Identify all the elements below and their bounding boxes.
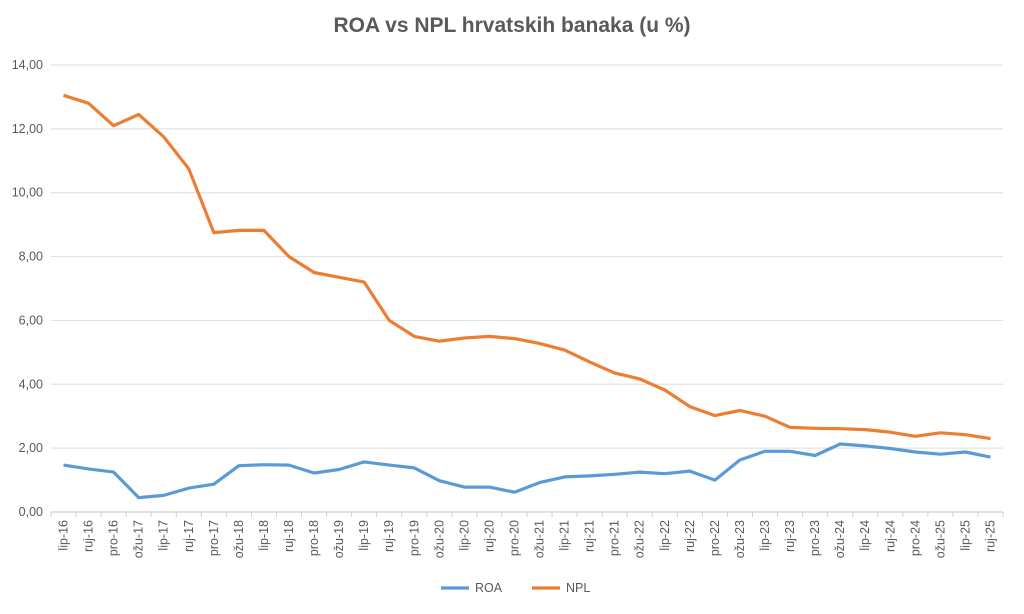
y-tick-label: 8,00 (19, 250, 43, 264)
x-tick-label: ruj-20 (482, 520, 496, 552)
x-tick-label: lip-21 (558, 520, 572, 551)
x-tick-label: lip-18 (257, 520, 271, 551)
x-tick-label: pro-19 (407, 520, 421, 556)
x-tick-label: pro-16 (107, 520, 121, 556)
x-tick-label: ruj-21 (583, 520, 597, 552)
x-tick-label: ruj-24 (883, 520, 897, 552)
x-tick-label: pro-20 (507, 520, 521, 556)
x-tick-label: ožu-21 (533, 520, 547, 558)
x-tick-label: ruj-16 (82, 520, 96, 552)
x-tick-label: ožu-24 (833, 520, 847, 558)
series-line-npl (63, 93, 991, 441)
x-tick-label: lip-23 (758, 520, 772, 551)
x-tick-label: ožu-23 (733, 520, 747, 558)
x-tick-label: lip-22 (658, 520, 672, 551)
x-tick-label: ruj-19 (382, 520, 396, 552)
x-tick-label: ožu-17 (132, 520, 146, 558)
x-tick-label: pro-24 (908, 520, 922, 556)
x-tick-label: lip-16 (57, 520, 71, 551)
x-tick-label: lip-24 (858, 520, 872, 551)
x-tick-label: ožu-19 (332, 520, 346, 558)
x-tick-label: ruj-18 (282, 520, 296, 552)
x-tick-label: ruj-25 (983, 520, 997, 552)
chart-title: ROA vs NPL hrvatskih banaka (u %) (333, 14, 691, 37)
y-tick-label: 14,00 (12, 58, 43, 72)
x-tick-label: pro-21 (608, 520, 622, 556)
x-tick-label: ruj-17 (182, 520, 196, 552)
x-tick-label: lip-19 (357, 520, 371, 551)
x-tick-label: ožu-18 (232, 520, 246, 558)
series-line-roa (63, 442, 991, 500)
y-tick-label: 0,00 (19, 505, 43, 519)
x-tick-label: ruj-23 (783, 520, 797, 552)
y-tick-label: 2,00 (19, 441, 43, 455)
y-tick-label: 12,00 (12, 122, 43, 136)
x-tick-label: ožu-22 (633, 520, 647, 558)
y-tick-label: 10,00 (12, 186, 43, 200)
x-tick-label: pro-17 (207, 520, 221, 556)
x-tick-label: lip-17 (157, 520, 171, 551)
x-tick-label: ožu-25 (933, 520, 947, 558)
y-tick-label: 4,00 (19, 377, 43, 391)
x-tick-label: pro-22 (708, 520, 722, 556)
x-tick-label: lip-20 (457, 520, 471, 551)
y-tick-label: 6,00 (19, 313, 43, 327)
x-tick-label: pro-18 (307, 520, 321, 556)
x-tick-label: pro-23 (808, 520, 822, 556)
x-tick-label: ruj-22 (683, 520, 697, 552)
x-tick-label: lip-25 (958, 520, 972, 551)
x-tick-label: ožu-20 (432, 520, 446, 558)
legend-label-roa: ROA (475, 581, 503, 595)
legend-label-npl: NPL (566, 581, 590, 595)
